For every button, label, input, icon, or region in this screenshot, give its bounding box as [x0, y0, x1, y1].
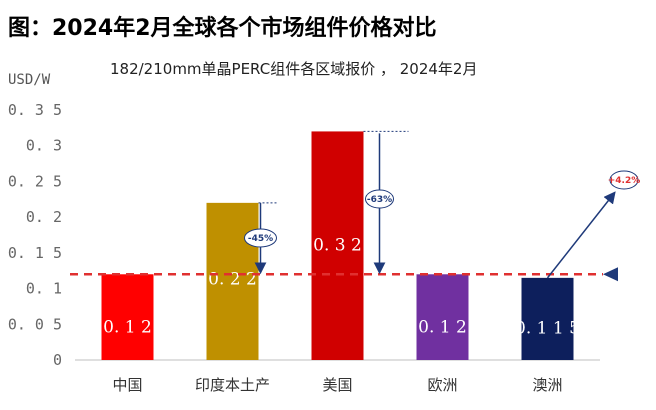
page-title: 图：2024年2月全球各个市场组件价格对比	[8, 16, 437, 41]
y-tick-label: 0. 3 5	[8, 101, 62, 119]
data-label: 0. 1 2	[103, 318, 152, 338]
annotation-arrow	[546, 191, 616, 279]
y-tick-label: 0. 1 5	[8, 244, 62, 262]
annotation-label: +4.2%	[608, 176, 641, 186]
annotation-bubble	[365, 189, 394, 209]
annotation-bubble	[609, 170, 639, 190]
bar	[311, 131, 364, 360]
reference-arrow-marker	[603, 267, 618, 282]
annotation-label: -63%	[367, 195, 392, 205]
y-tick-label: 0. 0 5	[8, 315, 62, 333]
category-label: 欧洲	[427, 376, 457, 394]
chart-subtitle: 182/210mm单晶PERC组件各区域报价 ， 2024年2月	[110, 60, 478, 78]
y-tick-label: 0. 2 5	[8, 172, 62, 190]
data-label: 0. 3 2	[313, 235, 362, 255]
y-tick-label: 0. 3	[26, 137, 62, 155]
category-label: 印度本土产	[195, 376, 270, 394]
annotation-bubble	[244, 228, 277, 248]
y-tick-label: 0. 1	[26, 280, 62, 298]
category-label: 中国	[112, 376, 142, 394]
data-label: 0. 2 2	[208, 270, 257, 290]
bar	[416, 274, 469, 360]
bar	[521, 277, 574, 360]
y-tick-label: 0. 2	[26, 208, 62, 226]
y-tick-label: 0	[53, 351, 62, 369]
annotation-label: -45%	[248, 234, 273, 244]
y-axis-label: USD/W	[8, 72, 51, 88]
bar	[206, 202, 259, 360]
data-label: 0. 1 2	[418, 318, 467, 338]
category-label: 美国	[322, 376, 352, 394]
bar	[101, 274, 154, 360]
data-label: 0. 1 1 5	[515, 319, 580, 339]
category-label: 澳洲	[532, 376, 562, 394]
